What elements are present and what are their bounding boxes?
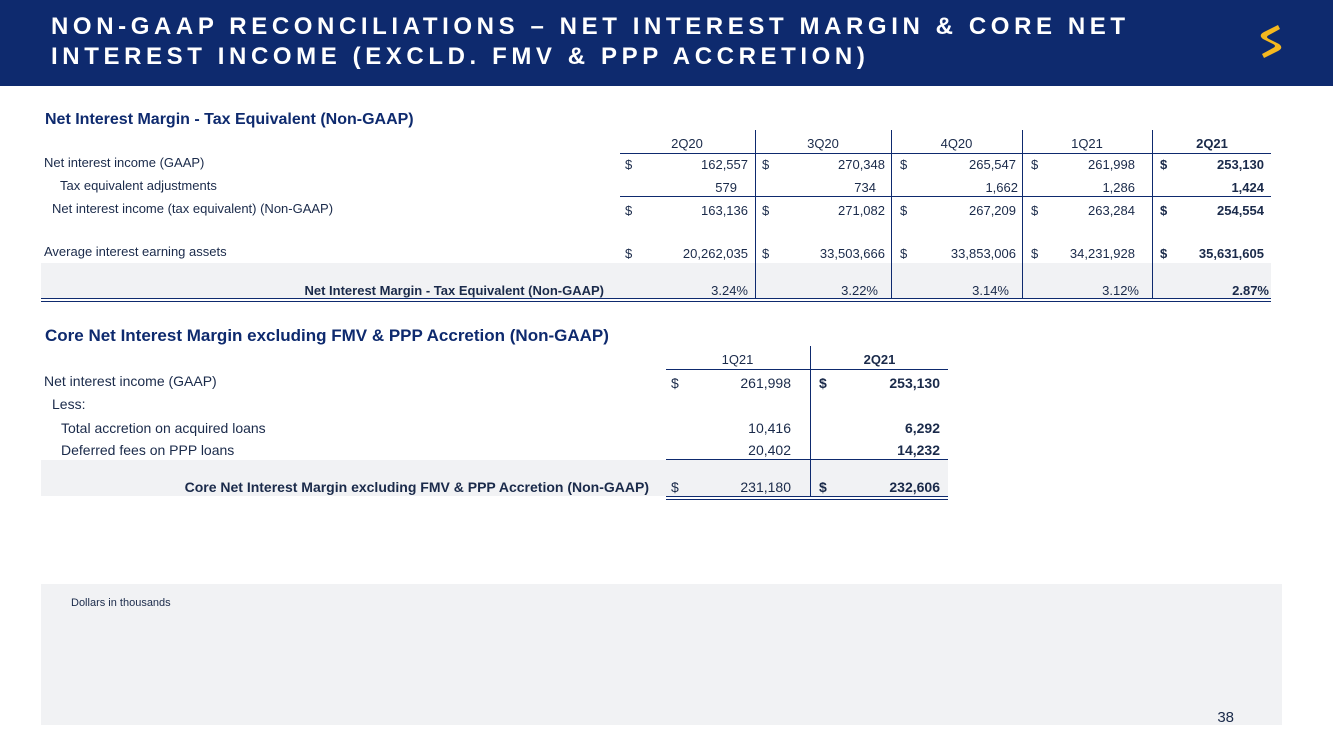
table1-col-header: 2Q20 [671, 136, 703, 151]
table1-total-rule [41, 301, 1271, 302]
table1-cell: 267,209 [969, 203, 1016, 218]
table2-cell: 253,130 [889, 375, 940, 391]
table1-total-label: Net Interest Margin - Tax Equivalent (No… [304, 283, 604, 298]
table1-cell: 1,424 [1231, 180, 1264, 195]
table2-cell: 14,232 [897, 442, 940, 458]
currency-sign: $ [671, 375, 679, 391]
table1-cell: 261,998 [1088, 157, 1135, 172]
table2-row-label: Net interest income (GAAP) [44, 373, 217, 389]
table1-cell: 34,231,928 [1069, 246, 1135, 261]
currency-sign: $ [625, 203, 633, 218]
table2-row-label: Total accretion on acquired loans [61, 420, 266, 436]
table1-cell: 1,662 [985, 180, 1018, 195]
table1-col-header: 4Q20 [940, 136, 973, 151]
currency-sign: $ [1031, 157, 1039, 172]
table1-title: Net Interest Margin - Tax Equivalent (No… [45, 111, 414, 128]
table2-row-label: Less: [52, 396, 86, 412]
table1-col-header: 3Q20 [807, 136, 839, 151]
table1-row-label: Net interest income (tax equivalent) (No… [52, 201, 334, 216]
currency-sign: $ [762, 246, 770, 261]
table2-col-header: 1Q21 [721, 352, 754, 367]
currency-sign: $ [1160, 246, 1168, 261]
table2-total-cell: 232,606 [889, 479, 940, 495]
table2-title: Core Net Interest Margin excluding FMV &… [45, 326, 609, 345]
table1-cell: 265,547 [969, 157, 1016, 172]
table2-subtotal-rule [666, 459, 948, 460]
currency-sign: $ [625, 246, 633, 261]
table2-total-label: Core Net Interest Margin excluding FMV &… [184, 479, 649, 495]
table1-cell: 254,554 [1217, 203, 1264, 218]
table1-total-rule [41, 298, 1271, 299]
table1-total-cell: 2.87% [1232, 283, 1269, 298]
currency-sign: $ [900, 203, 908, 218]
table1-cell: 579 [715, 180, 737, 195]
currency-sign: $ [819, 479, 827, 495]
table2-header-rule [666, 369, 948, 370]
currency-sign: $ [762, 203, 770, 218]
table2-total-cell: 231,180 [740, 479, 791, 495]
table1-col-divider [1152, 130, 1153, 298]
currency-sign: $ [671, 479, 679, 495]
table1-cell: 270,348 [838, 157, 885, 172]
company-logo-icon [1260, 25, 1282, 58]
currency-sign: $ [1031, 246, 1039, 261]
table1-cell: 33,853,006 [950, 246, 1016, 261]
currency-sign: $ [1031, 203, 1039, 218]
currency-sign: $ [1160, 157, 1168, 172]
table1-cell: 163,136 [701, 203, 748, 218]
table2-cell: 6,292 [904, 420, 940, 436]
currency-sign: $ [819, 375, 827, 391]
table2-row-label: Deferred fees on PPP loans [61, 442, 235, 458]
table1-cell: 35,631,605 [1198, 246, 1264, 261]
table1-total-cell: 3.14% [972, 283, 1009, 298]
table1-cell: 271,082 [838, 203, 885, 218]
table1-cell: 33,503,666 [819, 246, 885, 261]
table2-col-divider [810, 346, 811, 497]
table1-total-cell: 3.22% [841, 283, 878, 298]
table1-total-cell: 3.24% [711, 283, 748, 298]
table1-col-header: 1Q21 [1071, 136, 1103, 151]
table2-total-band [41, 460, 948, 496]
currency-sign: $ [625, 157, 633, 172]
table1-header-rule [620, 153, 1271, 154]
table2-cell: 261,998 [740, 375, 791, 391]
currency-sign: $ [900, 157, 908, 172]
currency-sign: $ [900, 246, 908, 261]
table1-total-cell: 3.12% [1102, 283, 1139, 298]
currency-sign: $ [762, 157, 770, 172]
page-number: 38 [1217, 709, 1234, 726]
table1-cell: 263,284 [1088, 203, 1135, 218]
table2-total-rule [666, 499, 948, 500]
page-title: NON-GAAP RECONCILIATIONS – NET INTEREST … [51, 13, 1130, 70]
table1-row-label: Average interest earning assets [44, 244, 227, 259]
table1-col-divider [755, 130, 756, 298]
header-bar: NON-GAAP RECONCILIATIONS – NET INTEREST … [0, 0, 1333, 86]
footnote-panel [41, 584, 1282, 725]
table1-row-label: Net interest income (GAAP) [44, 155, 205, 170]
table1-row-label: Tax equivalent adjustments [60, 178, 217, 193]
footnote: Dollars in thousands [71, 597, 171, 609]
table1-cell: 253,130 [1217, 157, 1264, 172]
table2-total-rule [666, 496, 948, 497]
table1-col-divider [1022, 130, 1023, 298]
table1-subtotal-rule [620, 196, 1271, 197]
table1-total-band [41, 263, 1271, 299]
table1-col-header: 2Q21 [1196, 136, 1228, 151]
table1-cell: 162,557 [701, 157, 748, 172]
table2-cell: 10,416 [748, 420, 791, 436]
table1-cell: 734 [854, 180, 876, 195]
table1-cell: 1,286 [1102, 180, 1135, 195]
table1-col-divider [891, 130, 892, 298]
table1-cell: 20,262,035 [682, 246, 748, 261]
table2-cell: 20,402 [748, 442, 791, 458]
currency-sign: $ [1160, 203, 1168, 218]
table2-col-header: 2Q21 [863, 352, 896, 367]
